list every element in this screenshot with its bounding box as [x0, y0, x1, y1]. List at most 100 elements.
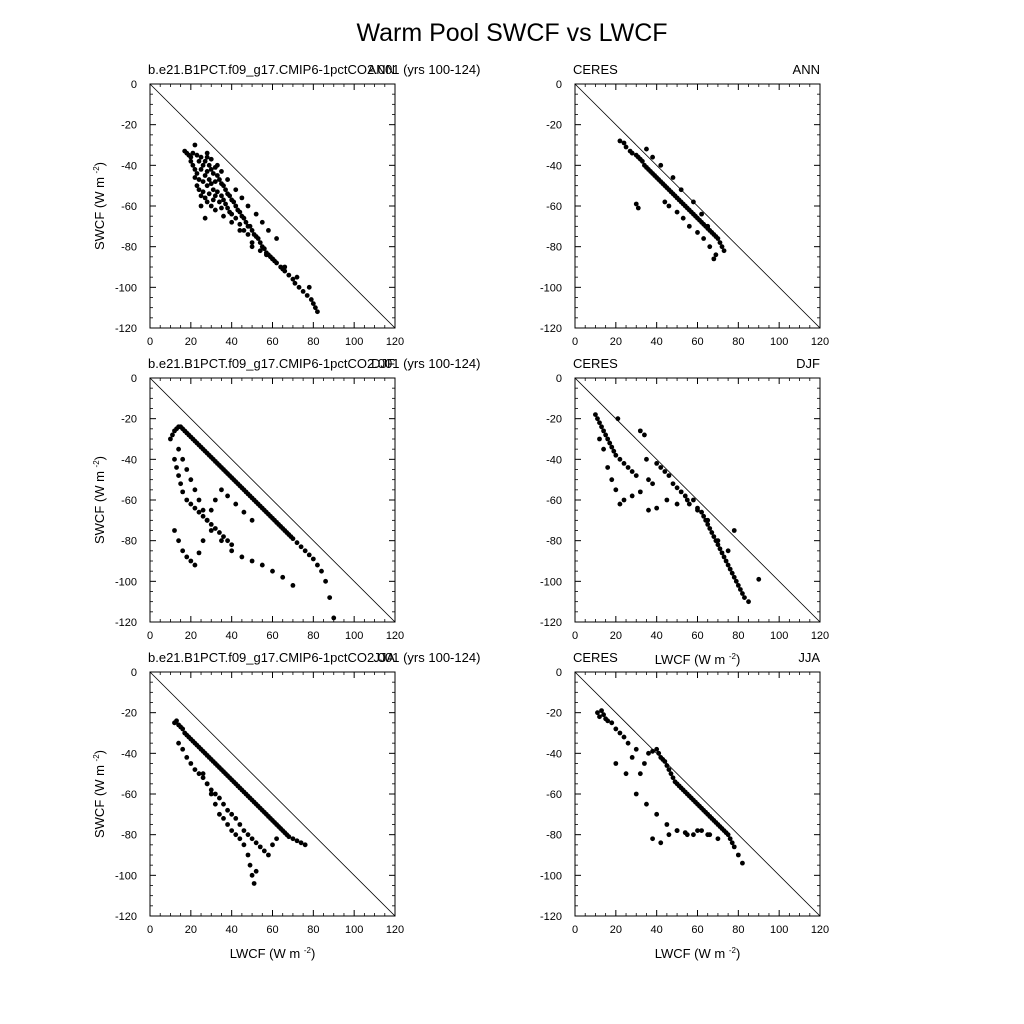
y-tick-label: 0 [131, 79, 137, 91]
scatter-point [245, 852, 251, 858]
scatter-point [172, 456, 177, 462]
scatter-point [200, 771, 206, 777]
scatter-point [294, 838, 300, 844]
x-tick-label: 80 [307, 924, 319, 936]
scatter-point [188, 477, 194, 483]
scatter-point [662, 759, 668, 764]
scatter-point [701, 236, 707, 241]
scatter-point [306, 552, 312, 558]
x-tick-label: 100 [345, 336, 363, 348]
scatter-point [617, 501, 623, 507]
scatter-point [214, 189, 220, 195]
scatter-point [286, 272, 292, 278]
scatter-point [206, 162, 212, 168]
scatter-point [633, 746, 639, 752]
scatter-point [208, 167, 214, 172]
scatter-point [200, 179, 206, 185]
scatter-point [274, 236, 279, 241]
scatter-point [609, 477, 615, 483]
scatter-point [178, 481, 184, 487]
scatter-point [664, 763, 670, 768]
scatter-point [212, 497, 218, 503]
scatter-point [613, 452, 619, 458]
scatter-point [212, 801, 218, 807]
x-tick-label: 20 [610, 924, 622, 936]
scatter-point [225, 205, 230, 211]
scatter-point [597, 714, 602, 720]
one-to-one-line [574, 671, 821, 917]
scatter-point [233, 203, 239, 209]
x-tick-label: 20 [185, 924, 197, 936]
scatter-point [615, 416, 621, 422]
x-tick-label: 20 [185, 336, 197, 348]
x-tick-label: 40 [226, 924, 238, 936]
scatter-point [597, 420, 602, 426]
scatter-point [609, 720, 615, 726]
scatter-point [196, 497, 202, 503]
scatter-point [729, 570, 735, 576]
scatter-point [221, 183, 226, 189]
scatter-point [731, 844, 737, 850]
scatter-point [294, 540, 300, 546]
scatter-point [699, 828, 704, 833]
scatter-point [599, 708, 604, 714]
scatter-point [259, 219, 265, 225]
scatter-point [650, 481, 655, 487]
scatter-point [633, 791, 639, 797]
scatter-point [188, 761, 194, 766]
scatter-point [312, 305, 318, 311]
scatter-point [180, 456, 186, 462]
scatter-point [695, 230, 700, 235]
y-tick-label: -60 [546, 495, 562, 507]
x-tick-label: 120 [811, 924, 829, 936]
scatter-point [261, 848, 267, 854]
scatter-point [217, 530, 222, 535]
scatter-point [249, 244, 255, 250]
scatter-point [219, 193, 224, 199]
scatter-point [290, 836, 296, 842]
y-tick-label: -100 [115, 282, 137, 294]
scatter-point [740, 860, 745, 866]
scatter-point [646, 507, 651, 513]
scatter-point [206, 191, 212, 197]
scatter-points [593, 412, 762, 605]
scatter-point [637, 489, 643, 495]
y-axis-label: SWCF (W m -2) [92, 750, 107, 838]
scatter-point [200, 162, 206, 168]
scatter-point [674, 209, 680, 215]
scatter-point [613, 761, 619, 766]
scatter-point [219, 169, 224, 174]
scatter-point [237, 221, 243, 227]
one-to-one-line [149, 377, 396, 623]
scatter-point [323, 578, 328, 584]
scatter-point [221, 816, 226, 821]
panel-4: 0 20 40 60 80 100 120 0 -20 -40 -60 -80 -100 -120 b.e2… [92, 650, 480, 961]
scatter-point [668, 771, 674, 777]
scatter-point [243, 219, 249, 225]
scatter-point [192, 175, 198, 180]
x-tick-label: 60 [691, 630, 703, 642]
panel-1: 0 20 40 60 80 100 120 0 -20 -40 -60 -80 -100 -120 CERE… [540, 62, 829, 348]
y-tick-label: -20 [546, 708, 562, 720]
scatter-point [719, 550, 725, 556]
scatter-point [266, 228, 271, 233]
panel-right-label: DJF [796, 356, 820, 371]
scatter-point [229, 219, 235, 225]
scatter-point [310, 301, 316, 306]
scatter-point [633, 473, 639, 478]
scatter-point [674, 501, 680, 507]
scatter-point [650, 154, 655, 160]
panel-right-label: JJA [798, 650, 820, 665]
scatter-point [686, 223, 692, 229]
scatter-point [241, 842, 247, 848]
scatter-point [701, 513, 707, 519]
scatter-point [225, 493, 230, 499]
y-tick-label: 0 [556, 79, 562, 91]
scatter-point [221, 801, 226, 807]
y-tick-label: -60 [546, 789, 562, 801]
panel-2: 0 20 40 60 80 100 120 0 -20 -40 -60 -80 -100 -120 b.e2… [92, 356, 480, 642]
scatter-point [290, 583, 296, 588]
scatter-point [249, 228, 255, 233]
x-tick-label: 40 [651, 630, 663, 642]
scatter-point [210, 197, 216, 203]
